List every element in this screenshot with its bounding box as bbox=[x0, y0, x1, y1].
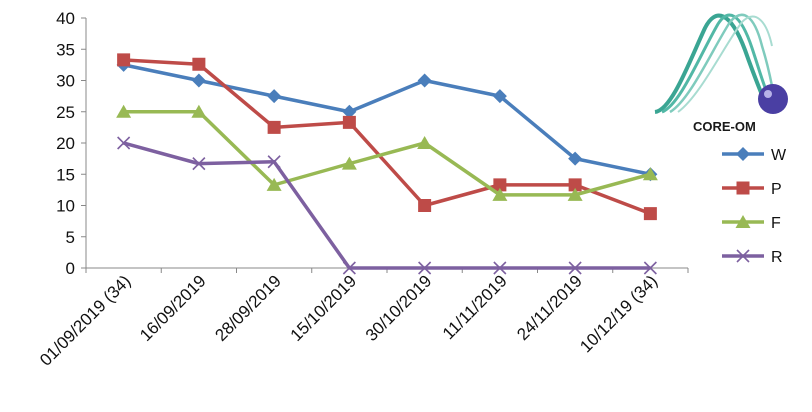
series-f-point bbox=[417, 136, 433, 149]
x-category-label: 10/12/19 (34) bbox=[576, 271, 661, 356]
series-p-point bbox=[342, 115, 356, 129]
series-p-point bbox=[267, 120, 281, 134]
series-f-line bbox=[123, 110, 651, 197]
y-tick-label: 10 bbox=[56, 197, 75, 216]
legend-label: R bbox=[771, 249, 783, 266]
legend-item-f: F bbox=[722, 215, 781, 232]
legend-item-p: P bbox=[722, 181, 782, 198]
y-tick-label: 20 bbox=[56, 134, 75, 153]
legend-marker bbox=[735, 215, 751, 228]
x-category-label: 01/09/2019 (34) bbox=[36, 271, 134, 369]
legend-item-r: R bbox=[722, 249, 783, 266]
series-w-point bbox=[568, 151, 583, 166]
series-r-point bbox=[192, 157, 206, 171]
series-p-point bbox=[117, 53, 131, 67]
legend-label: W bbox=[771, 147, 787, 164]
series-f-point bbox=[567, 187, 583, 201]
series-f-point bbox=[191, 104, 207, 118]
core-om-logo: CORE-OM bbox=[654, 13, 788, 134]
x-category-label: 24/11/2019 bbox=[513, 271, 586, 344]
y-tick-label: 40 bbox=[56, 9, 75, 28]
series-r-line bbox=[123, 141, 651, 270]
x-category-label: 30/10/2019 bbox=[362, 271, 436, 345]
x-category-label: 16/09/2019 bbox=[136, 271, 210, 345]
legend-label: F bbox=[771, 215, 781, 232]
series-p-point bbox=[192, 57, 206, 71]
series-r bbox=[117, 136, 657, 275]
y-tick-label: 5 bbox=[66, 228, 75, 247]
x-category-label: 11/11/2019 bbox=[439, 271, 511, 343]
series-f-point bbox=[266, 177, 282, 191]
series-r-point bbox=[493, 261, 507, 275]
y-axis-ticks: 0 5 10 15 20 25 30 35 40 bbox=[56, 9, 86, 278]
series-p-point bbox=[643, 207, 657, 221]
series-p-line bbox=[123, 58, 651, 216]
series-w-line bbox=[123, 63, 651, 176]
series-p-point bbox=[493, 178, 507, 192]
legend-marker bbox=[736, 147, 750, 161]
series-layer bbox=[116, 53, 658, 275]
series-w-point bbox=[191, 73, 206, 88]
series-f-point bbox=[341, 156, 357, 170]
series-r-point bbox=[117, 136, 131, 150]
series-w-point bbox=[267, 89, 282, 104]
x-axis-categories: 01/09/2019 (34) 16/09/2019 28/09/2019 15/10… bbox=[36, 268, 689, 370]
series-p-point bbox=[568, 178, 582, 192]
legend-marker bbox=[736, 181, 750, 195]
axes bbox=[85, 18, 688, 269]
series-r-point bbox=[568, 261, 582, 275]
series-w-point bbox=[492, 89, 507, 104]
y-tick-label: 15 bbox=[56, 165, 75, 184]
series-r-point bbox=[418, 261, 432, 275]
series-p bbox=[117, 53, 657, 221]
series-r-point bbox=[342, 261, 356, 275]
x-category-label: 28/09/2019 bbox=[211, 271, 285, 345]
series-f-point bbox=[642, 167, 658, 181]
y-tick-label: 0 bbox=[66, 259, 75, 278]
y-tick-label: 25 bbox=[56, 103, 75, 122]
series-r-point bbox=[643, 261, 657, 275]
logo-text: CORE-OM bbox=[693, 119, 756, 134]
legend-marker bbox=[736, 249, 750, 263]
series-w-point bbox=[417, 73, 432, 88]
x-category-label: 15/10/2019 bbox=[287, 271, 361, 345]
series-f-point bbox=[492, 187, 508, 201]
series-w-point bbox=[342, 104, 357, 119]
series-f-point bbox=[116, 104, 132, 118]
series-p-point bbox=[418, 199, 432, 212]
y-tick-label: 30 bbox=[56, 72, 75, 91]
y-tick-label: 35 bbox=[56, 40, 75, 59]
series-f bbox=[116, 104, 658, 201]
legend-label: P bbox=[771, 181, 782, 198]
legend-item-w: W bbox=[722, 147, 787, 164]
series-r-point bbox=[267, 155, 281, 169]
